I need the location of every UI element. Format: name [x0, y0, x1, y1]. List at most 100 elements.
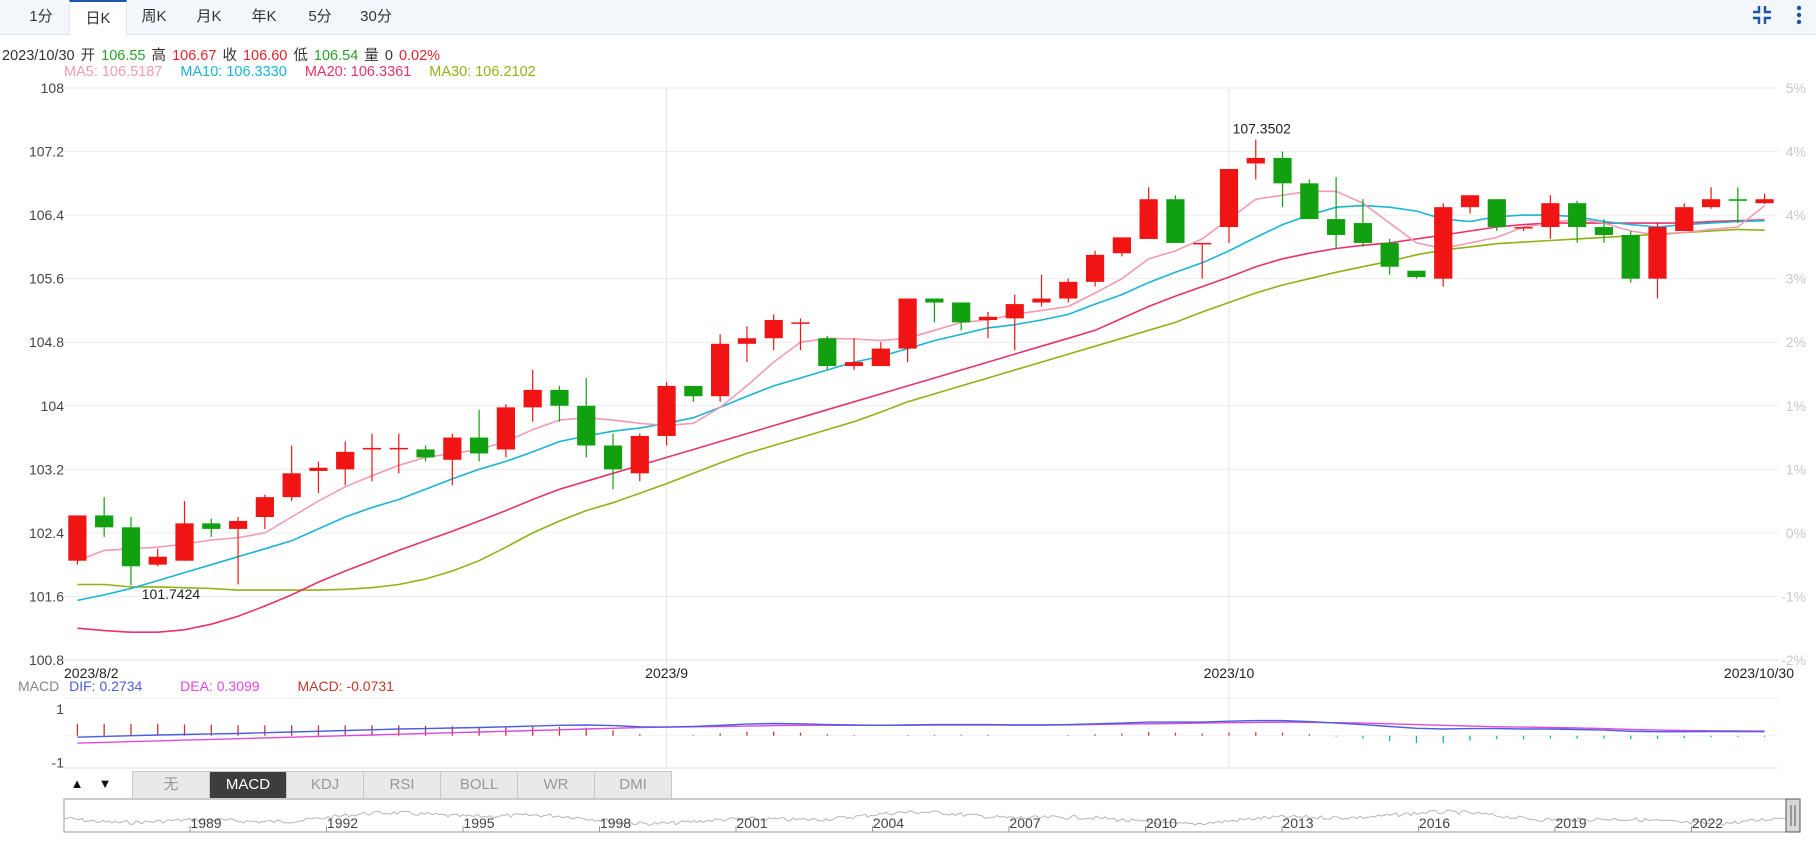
dif-line — [77, 719, 1765, 738]
candle — [496, 404, 515, 458]
candle-body — [1594, 227, 1614, 235]
navigator[interactable]: 1989 1992 1995 1998 2001 2004 2007 2010 2013 2016… — [63, 798, 1801, 833]
candle — [550, 385, 569, 422]
more-menu-icon[interactable] — [1786, 4, 1812, 30]
candle-body — [1460, 195, 1480, 208]
candle — [1005, 294, 1024, 351]
indicator-boll[interactable]: BOLL — [441, 772, 518, 798]
open-value: 106.55 — [101, 48, 146, 64]
candle-body — [68, 515, 87, 561]
candle-body — [1407, 270, 1426, 278]
candle — [1460, 195, 1480, 214]
tab-yearly-k[interactable]: 年K — [251, 8, 277, 25]
candle — [1085, 250, 1105, 287]
candle-body — [1701, 199, 1721, 208]
navigator-year-label: 1989 — [190, 815, 221, 831]
price-tick-label: 108 — [41, 80, 65, 96]
indicator-wr[interactable]: WR — [518, 772, 595, 798]
ma20-line — [77, 219, 1765, 634]
candle — [1139, 187, 1158, 239]
change-percent: 0.02% — [398, 48, 441, 64]
indicator-macd[interactable]: MACD — [210, 772, 287, 798]
candle — [443, 433, 462, 486]
tab-daily-k[interactable]: 日K — [69, 0, 127, 35]
candle-body — [1166, 199, 1185, 243]
candle-body — [1193, 242, 1212, 245]
candle — [1568, 200, 1587, 243]
indicator-kdj[interactable]: KDJ — [287, 772, 364, 798]
navigator-year-label: 2013 — [1282, 815, 1313, 831]
candle-body — [737, 338, 757, 344]
percent-tick-label: 2% — [1786, 334, 1806, 350]
candle — [1434, 203, 1453, 287]
tab-weekly-k[interactable]: 周K — [141, 8, 167, 25]
ma20-legend: MA20: 106.3361 — [304, 64, 412, 80]
indicator-down-button[interactable]: ▼ — [98, 776, 112, 791]
price-tick-label: 102.4 — [29, 525, 64, 541]
date-tick-label: 2023/8/2 — [64, 665, 119, 681]
macd-legend: MACD DIF: 0.2734 DEA: 0.3099 MACD: -0.07… — [18, 678, 396, 694]
candle-body — [1568, 203, 1587, 228]
collapse-icon[interactable] — [1749, 4, 1775, 30]
navigator-history-line — [63, 809, 1787, 827]
indicator-none[interactable]: 无 — [133, 772, 210, 798]
candle-body — [1112, 237, 1131, 254]
candle-body — [871, 348, 890, 367]
candle-body — [844, 362, 864, 367]
open-label: 开 — [80, 48, 96, 64]
percent-tick-label: 4% — [1786, 207, 1806, 223]
tab-5min[interactable]: 5分 — [308, 8, 332, 25]
candle — [255, 494, 274, 529]
candle — [1594, 219, 1614, 243]
percent-tick-label: -1% — [1781, 588, 1806, 604]
candle — [336, 441, 355, 486]
percent-tick-label: 4% — [1786, 144, 1806, 160]
indicator-dmi[interactable]: DMI — [619, 776, 647, 793]
candle — [1112, 237, 1131, 257]
price-annotations: 107.3502 101.7424 — [142, 121, 1291, 603]
macd-value-legend: MACD: -0.0731 — [297, 678, 394, 694]
candle-body — [898, 298, 917, 349]
tab-monthly-k[interactable]: 月K — [196, 8, 222, 25]
candle — [1219, 169, 1239, 243]
quote-date: 2023/10/30 — [2, 48, 75, 64]
indicator-up-button[interactable]: ▲ — [70, 776, 84, 791]
candle — [1407, 270, 1426, 279]
candle — [898, 298, 917, 363]
tab-30min[interactable]: 30分 — [360, 8, 392, 25]
candle-body — [1219, 169, 1239, 228]
candle-body — [1085, 254, 1105, 282]
candle-body — [496, 407, 515, 450]
candle-body — [336, 451, 355, 470]
more-menu-icon-svg — [1796, 5, 1802, 25]
candle-body — [1139, 199, 1158, 239]
candle-body — [1353, 223, 1372, 243]
candle-body — [1514, 227, 1533, 229]
candle — [978, 312, 998, 339]
candle-body — [657, 385, 676, 436]
candle — [523, 370, 542, 422]
indicator-rsi[interactable]: RSI — [364, 772, 441, 798]
tab-1min[interactable]: 1分 — [29, 8, 53, 25]
price-tick-label: 105.6 — [29, 271, 64, 287]
candle-body — [925, 298, 944, 303]
candle — [175, 501, 194, 561]
macd-title: MACD — [18, 678, 60, 694]
low-label: 低 — [293, 48, 308, 64]
macd-tick-label: -1 — [52, 755, 65, 771]
navigator-year-label: 2001 — [736, 815, 767, 831]
candle — [1166, 195, 1185, 243]
chart-grid — [64, 87, 1778, 768]
navigator-year-label: 2004 — [873, 815, 904, 831]
navigator-year-label: 2022 — [1692, 815, 1723, 831]
candle — [1621, 231, 1640, 283]
candle-body — [1487, 199, 1506, 228]
candle-body — [523, 389, 542, 408]
navigator-year-label: 1998 — [600, 815, 631, 831]
candle — [577, 377, 596, 458]
candle-body — [202, 523, 221, 529]
candle-body — [443, 437, 462, 460]
candle — [764, 314, 783, 351]
navigator-frame — [63, 798, 1801, 833]
